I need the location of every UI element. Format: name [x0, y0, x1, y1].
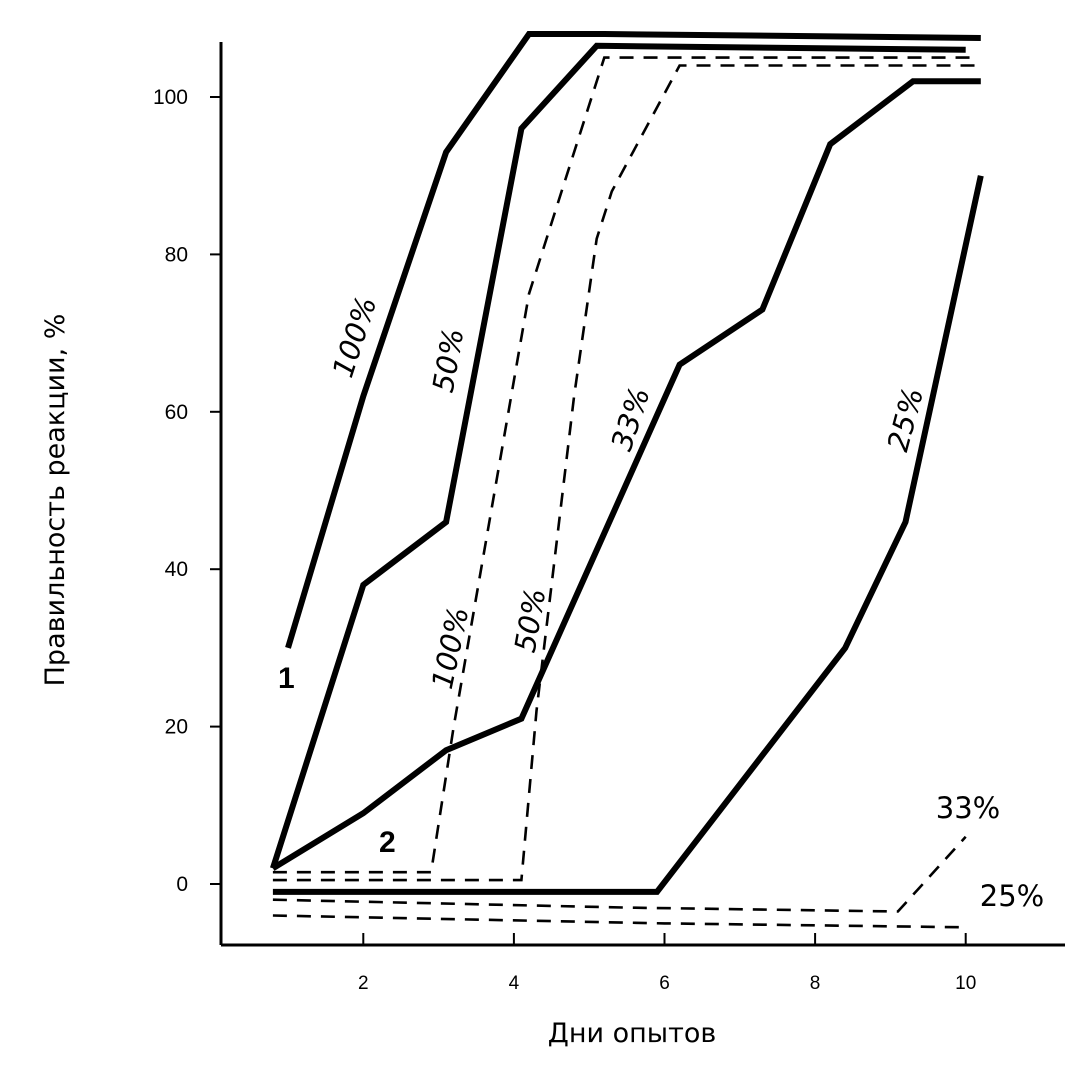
label-group1-33: 33% — [604, 383, 656, 455]
group-label-2: 2 — [379, 826, 396, 859]
series-line-group1-25 — [272, 175, 984, 895]
y-ticks: 0 20 40 60 80 100 — [153, 86, 221, 896]
series-line-group2-50 — [272, 64, 981, 882]
group-label-1: 1 — [278, 662, 295, 695]
series-line-group2-25 — [272, 914, 966, 929]
series-line-group2-100 — [272, 56, 974, 874]
x-tick-label: 10 — [955, 973, 976, 994]
series-line-group1-50 — [270, 42, 966, 870]
series-line-group1-33 — [271, 78, 981, 871]
x-axis-label: Дни опытов — [548, 1018, 717, 1049]
y-tick-label: 40 — [165, 558, 188, 581]
series-line-group1-100 — [285, 31, 981, 649]
y-axis-label: Правильность реакции, % — [40, 314, 71, 687]
y-tick-label: 20 — [165, 716, 188, 739]
x-tick-label: 4 — [509, 973, 520, 994]
series-lines — [270, 31, 984, 929]
x-tick-label: 2 — [358, 973, 369, 994]
y-tick-label: 0 — [176, 873, 188, 896]
series-line-group2-33 — [272, 835, 967, 913]
axes — [219, 42, 1065, 947]
x-tick-label: 8 — [810, 973, 821, 994]
y-tick-label: 60 — [165, 401, 188, 424]
y-tick-label: 100 — [153, 86, 188, 109]
x-tick-label: 6 — [659, 973, 670, 994]
label-group2-33: 33% — [936, 791, 1000, 825]
label-group1-50: 50% — [426, 326, 471, 395]
x-ticks: 2 4 6 8 10 — [358, 933, 976, 994]
label-group2-25: 25% — [980, 879, 1044, 913]
y-tick-label: 80 — [165, 243, 188, 266]
label-group2-50: 50% — [508, 586, 553, 655]
